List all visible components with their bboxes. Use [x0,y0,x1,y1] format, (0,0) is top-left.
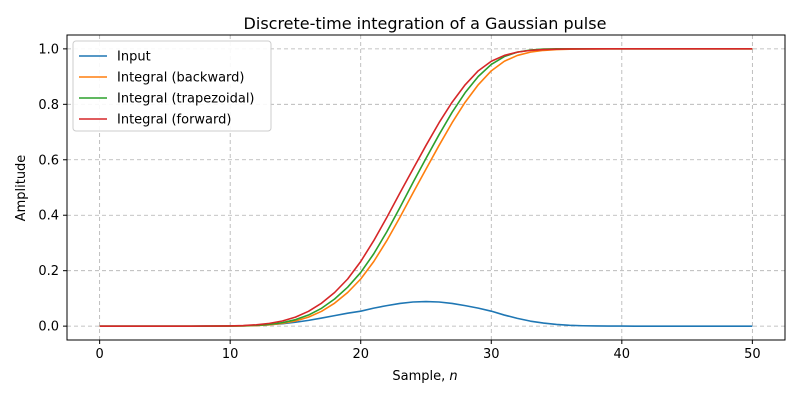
x-tick-label: 30 [483,347,500,362]
y-tick-label: 0.8 [38,98,59,113]
y-tick-label: 0.6 [38,153,59,168]
legend-label-integral-forward: Integral (forward) [117,113,231,128]
y-tick-label: 0.2 [38,264,59,279]
x-axis-label-variable: n [449,369,457,384]
x-tick-label: 40 [614,347,631,362]
y-tick-label: 0.4 [38,209,59,224]
legend-label-integral-trapezoidal: Integral (trapezoidal) [117,92,255,107]
legend: Input Integral (backward) Integral (trapez… [72,40,272,132]
series-group [99,48,753,327]
x-tick-label: 0 [95,347,103,362]
y-axis: 0.0 0.2 0.4 0.6 0.8 1.0 [38,42,67,335]
series-line-integral-forward [99,48,753,327]
legend-box [72,40,272,132]
y-tick-label: 1.0 [38,42,59,57]
x-axis-label-text: Sample, [392,369,449,384]
x-tick-label: 50 [744,347,761,362]
chart-title: Discrete-time integration of a Gaussian … [244,14,607,33]
legend-label-integral-backward: Integral (backward) [117,71,244,86]
legend-label-input: Input [117,50,151,65]
x-tick-label: 20 [352,347,369,362]
y-axis-label: Amplitude [14,155,29,222]
x-axis: 0 10 20 30 40 50 [95,340,761,362]
y-tick-label: 0.0 [38,320,59,335]
x-axis-label: Sample, n [392,369,457,384]
plot-frame [66,34,786,341]
x-tick-label: 10 [222,347,239,362]
